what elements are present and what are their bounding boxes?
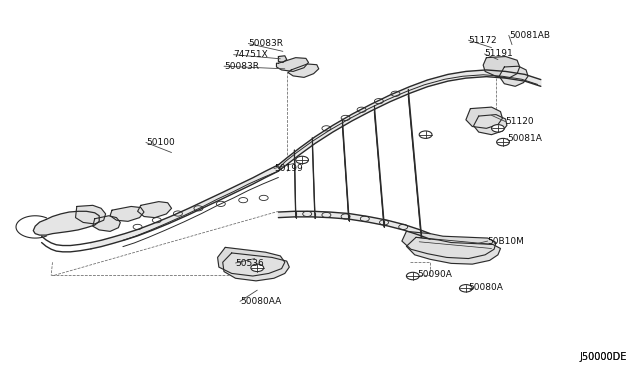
Polygon shape — [93, 216, 120, 231]
Polygon shape — [406, 237, 500, 264]
Text: 50083R: 50083R — [248, 39, 284, 48]
Polygon shape — [288, 64, 319, 77]
Text: 50199: 50199 — [274, 164, 303, 173]
Polygon shape — [110, 206, 144, 221]
Text: 50090A: 50090A — [417, 270, 452, 279]
Text: 74751X: 74751X — [234, 50, 268, 59]
Polygon shape — [408, 89, 421, 237]
Text: 50100: 50100 — [146, 138, 175, 147]
Polygon shape — [499, 66, 528, 86]
Polygon shape — [278, 56, 287, 62]
Text: 50081A: 50081A — [508, 134, 542, 143]
Text: 50080A: 50080A — [468, 283, 503, 292]
Polygon shape — [342, 119, 349, 221]
Polygon shape — [91, 165, 278, 249]
Polygon shape — [223, 253, 289, 281]
Circle shape — [406, 272, 419, 280]
Text: J50000DE: J50000DE — [580, 352, 627, 362]
Polygon shape — [278, 211, 430, 239]
Polygon shape — [76, 205, 106, 224]
Text: 50080AA: 50080AA — [240, 297, 281, 306]
Text: 51172: 51172 — [468, 36, 497, 45]
Text: 50083R: 50083R — [224, 62, 259, 71]
Circle shape — [492, 125, 504, 132]
Text: J50000DE: J50000DE — [580, 352, 627, 362]
Polygon shape — [483, 57, 520, 78]
Polygon shape — [474, 115, 507, 135]
Polygon shape — [276, 58, 308, 71]
Text: 50536: 50536 — [236, 259, 264, 267]
Text: 51191: 51191 — [484, 49, 513, 58]
Circle shape — [296, 156, 308, 164]
Circle shape — [460, 285, 472, 292]
Polygon shape — [374, 106, 384, 227]
Text: 50B10M: 50B10M — [488, 237, 525, 246]
Polygon shape — [138, 202, 172, 218]
Polygon shape — [312, 138, 315, 218]
Circle shape — [251, 264, 264, 272]
Text: 50081AB: 50081AB — [509, 31, 550, 40]
Circle shape — [497, 138, 509, 146]
Polygon shape — [294, 150, 296, 218]
Polygon shape — [278, 70, 541, 171]
Polygon shape — [33, 211, 99, 235]
Text: 51120: 51120 — [506, 117, 534, 126]
Polygon shape — [218, 247, 285, 276]
Circle shape — [419, 131, 432, 138]
Polygon shape — [466, 107, 502, 128]
Polygon shape — [402, 231, 496, 259]
